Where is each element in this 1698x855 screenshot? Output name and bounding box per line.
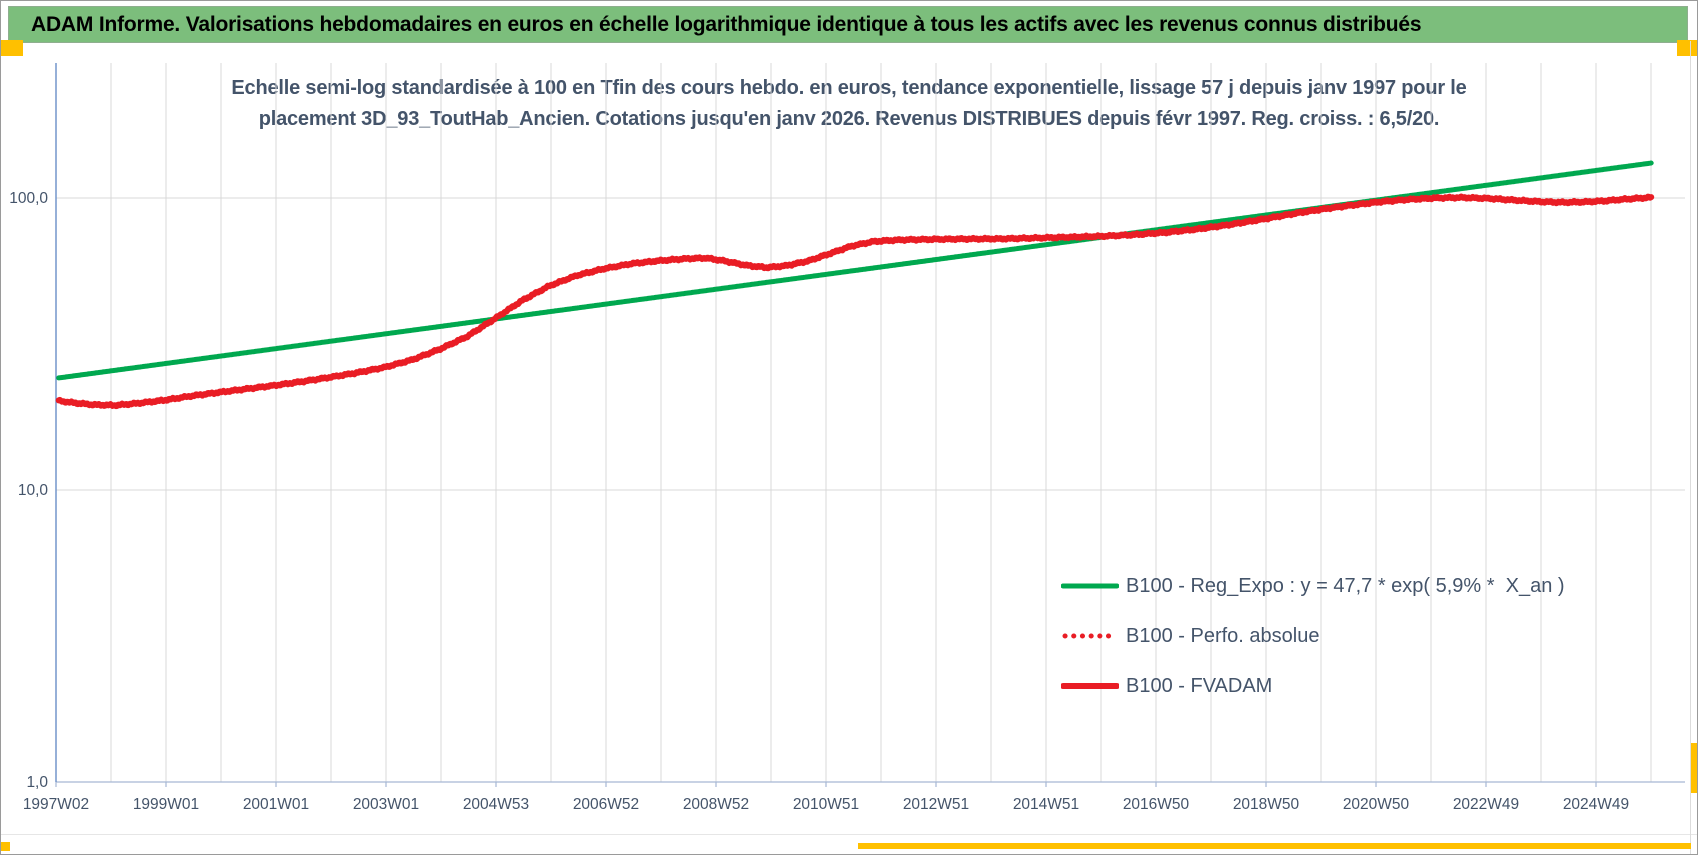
y-axis-tick-label: 10,0	[18, 482, 49, 499]
window-title: ADAM Informe. Valorisations hebdomadaire…	[31, 12, 1422, 36]
x-axis-tick-label: 2003W01	[353, 796, 419, 813]
series-fvadam-line[interactable]	[55, 193, 1655, 410]
x-axis-tick-label: 2022W49	[1453, 796, 1519, 813]
x-axis-tick-label: 2010W51	[793, 796, 859, 813]
x-axis-tick-label: 2018W50	[1233, 796, 1300, 813]
vertical-scrollbar-thumb[interactable]	[1691, 743, 1697, 793]
legend-swatch-green-line	[1061, 583, 1119, 589]
legend-label: B100 - Reg_Expo : y = 47,7 * exp( 5,9% *…	[1126, 574, 1565, 597]
y-axis-tick-label: 1,0	[26, 774, 48, 791]
series-perfo-absolue-line[interactable]	[56, 193, 1654, 409]
selection-handle-top-left	[1, 40, 23, 56]
legend-item-fvadam[interactable]: B100 - FVADAM	[1061, 661, 1565, 711]
legend-item-reg-expo[interactable]: B100 - Reg_Expo : y = 47,7 * exp( 5,9% *…	[1061, 561, 1565, 611]
x-axis-tick-label: 2016W50	[1123, 796, 1190, 813]
chart-title-line1: Echelle semi-log standardisée à 100 en T…	[231, 77, 1467, 99]
window-title-bar: ADAM Informe. Valorisations hebdomadaire…	[8, 6, 1688, 43]
x-axis-tick-label: 1997W02	[23, 796, 89, 813]
x-axis-tick-label: 2001W01	[243, 796, 309, 813]
x-axis-tick-label: 1999W01	[133, 796, 199, 813]
bottom-divider-line	[1, 834, 1697, 835]
chart-title: Echelle semi-log standardisée à 100 en T…	[171, 73, 1527, 135]
series-reg-expo-line[interactable]	[56, 160, 1654, 381]
x-axis-tick-label: 2014W51	[1013, 796, 1079, 813]
x-axis-tick-label: 2020W50	[1343, 796, 1410, 813]
chart-legend: B100 - Reg_Expo : y = 47,7 * exp( 5,9% *…	[1061, 561, 1565, 711]
legend-swatch-red-line	[1061, 683, 1119, 689]
x-axis-tick-label: 2012W51	[903, 796, 969, 813]
right-divider-line	[1690, 41, 1691, 854]
x-axis-tick-label: 2024W49	[1563, 796, 1629, 813]
x-axis-tick-label: 2006W52	[573, 796, 639, 813]
legend-label: B100 - Perfo. absolue	[1126, 624, 1320, 647]
y-axis-tick-label: 100,0	[9, 190, 48, 207]
legend-item-perfo-absolue[interactable]: B100 - Perfo. absolue	[1061, 611, 1565, 661]
horizontal-scrollbar-thumb[interactable]	[858, 843, 1691, 849]
chart-title-line2: placement 3D_93_ToutHab_Ancien. Cotation…	[258, 108, 1440, 130]
x-axis-tick-label: 2008W52	[683, 796, 749, 813]
legend-label: B100 - FVADAM	[1126, 674, 1273, 697]
x-axis-tick-label: 2004W53	[463, 796, 529, 813]
selection-handle-top-right	[1677, 40, 1697, 56]
legend-swatch-red-dotted-line	[1062, 633, 1119, 639]
selection-handle-bottom-left	[1, 842, 10, 851]
